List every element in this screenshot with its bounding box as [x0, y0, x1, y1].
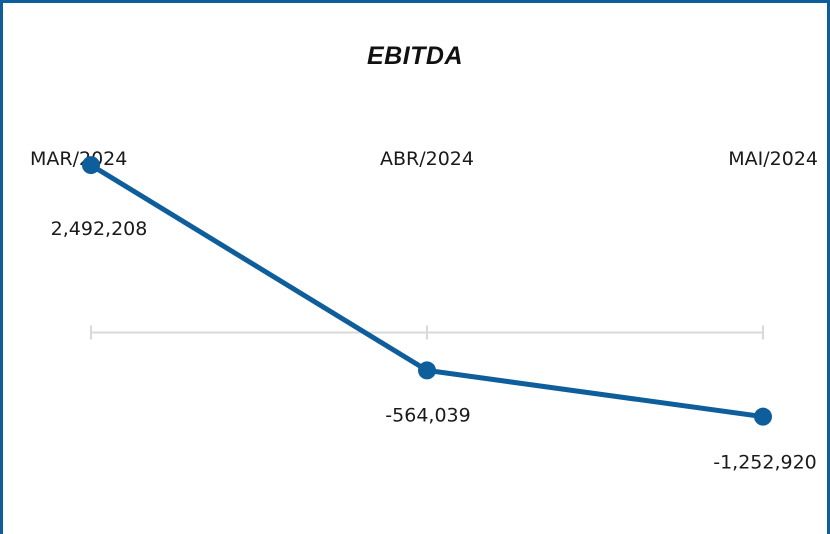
- category-label: MAI/2024: [728, 148, 818, 170]
- axis-ticks: [90, 325, 764, 340]
- data-label: 2,492,208: [51, 218, 148, 240]
- category-labels: MAR/2024 ABR/2024 MAI/2024: [30, 148, 818, 170]
- data-points: [82, 156, 772, 426]
- category-label: MAR/2024: [30, 148, 127, 170]
- data-label: -564,039: [385, 404, 470, 426]
- category-label: ABR/2024: [380, 148, 474, 170]
- chart-title: EBITDA: [366, 42, 464, 70]
- data-point: [754, 407, 772, 426]
- data-labels: 2,492,208 -564,039 -1,252,920: [51, 218, 817, 474]
- data-label: -1,252,920: [713, 452, 817, 474]
- data-point: [418, 361, 436, 380]
- data-point: [82, 156, 100, 175]
